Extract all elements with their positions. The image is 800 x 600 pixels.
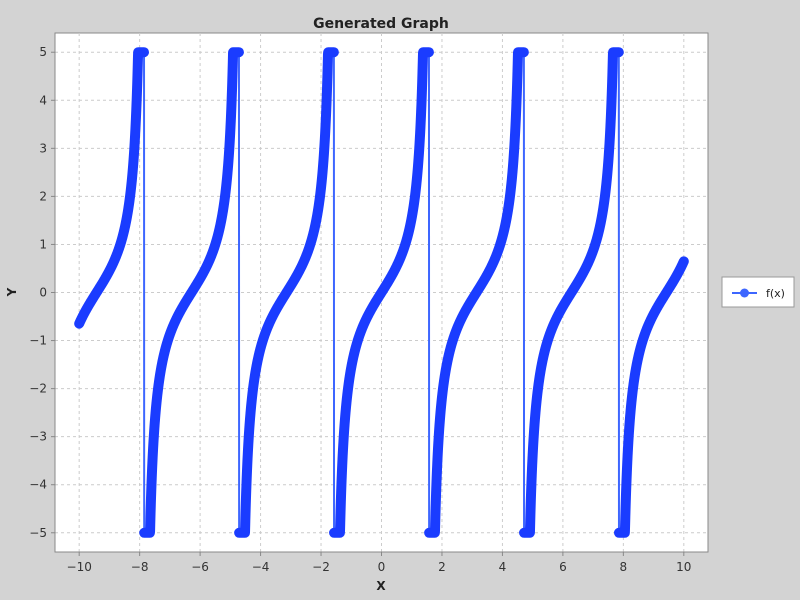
- x-tick-label: −2: [312, 560, 330, 574]
- x-tick-label: 6: [559, 560, 567, 574]
- x-tick-label: 2: [438, 560, 446, 574]
- x-tick-label: −8: [131, 560, 149, 574]
- legend: f(x): [721, 276, 795, 308]
- x-tick-label: −6: [191, 560, 209, 574]
- series-f-x: [74, 47, 689, 538]
- x-tick-label: −10: [67, 560, 92, 574]
- series-markers: [74, 47, 689, 538]
- x-ticks: −10 −8 −6 −4 −2 0 2 4 6 8 10: [67, 552, 691, 574]
- y-tick-label: −5: [29, 526, 47, 540]
- x-tick-label: 8: [620, 560, 628, 574]
- x-tick-label: −4: [252, 560, 270, 574]
- x-axis-label: X: [376, 579, 386, 593]
- y-tick-label: 4: [39, 93, 47, 107]
- y-tick-label: −3: [29, 430, 47, 444]
- y-tick-label: 0: [39, 286, 47, 300]
- y-tick-label: 5: [39, 45, 47, 59]
- y-axis-label: Y: [5, 287, 19, 297]
- y-tick-label: 2: [39, 189, 47, 203]
- y-tick-label: −1: [29, 334, 47, 348]
- x-tick-label: 0: [378, 560, 386, 574]
- legend-label: f(x): [766, 287, 785, 300]
- chart-title: Generated Graph: [313, 16, 449, 32]
- y-tick-label: −4: [29, 478, 47, 492]
- y-tick-label: 3: [39, 141, 47, 155]
- legend-marker: [740, 288, 749, 298]
- y-ticks: −5 −4 −3 −2 −1 0 1 2 3 4 5: [29, 45, 55, 540]
- x-tick-label: 4: [499, 560, 507, 574]
- y-tick-label: −2: [29, 382, 47, 396]
- y-tick-label: 1: [39, 237, 47, 251]
- x-tick-label: 10: [676, 560, 691, 574]
